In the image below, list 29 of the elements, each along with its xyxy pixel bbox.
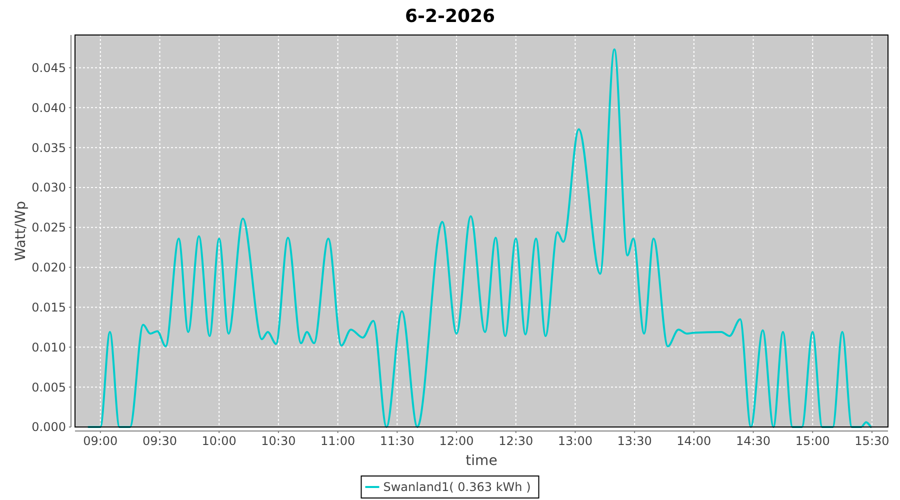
x-tick-label: 15:30 [854, 434, 890, 448]
y-tick-label: 0.005 [32, 380, 66, 394]
y-axis-title: Watt/Wp [13, 200, 29, 261]
y-tick-label: 0.015 [32, 300, 66, 314]
x-tick-label: 14:30 [736, 434, 771, 448]
x-tick-label: 11:00 [320, 434, 356, 448]
x-tick-label: 12:30 [498, 434, 534, 448]
y-tick-label: 0.035 [32, 140, 66, 155]
chart-title: 6-2-2026 [404, 6, 496, 27]
x-tick-label: 10:30 [261, 434, 296, 448]
y-tick-label: 0.025 [32, 220, 66, 235]
y-tick-label: 0.000 [32, 420, 66, 434]
line-series [88, 48, 872, 428]
y-tick-label: 0.020 [32, 260, 66, 275]
x-tick-label: 13:00 [558, 434, 593, 448]
y-tick-label: 0.010 [32, 340, 66, 354]
x-tick-label: 09:30 [142, 434, 178, 448]
x-tick-label: 15:00 [795, 434, 830, 448]
x-tick-label: 12:00 [439, 434, 474, 448]
x-tick-label: 14:00 [676, 434, 712, 448]
y-tick-label: 0.045 [32, 60, 66, 75]
y-tick-label: 0.040 [32, 100, 66, 115]
y-tick-label: 0.030 [32, 180, 66, 195]
x-tick-label: 11:30 [380, 434, 414, 448]
x-tick-label: 13:30 [617, 434, 652, 448]
legend-label: Swanland1( 0.363 kWh ) [383, 480, 531, 494]
x-axis-title: time [466, 453, 498, 469]
x-tick-label: 10:00 [202, 434, 236, 448]
x-tick-label: 09:00 [83, 434, 118, 448]
